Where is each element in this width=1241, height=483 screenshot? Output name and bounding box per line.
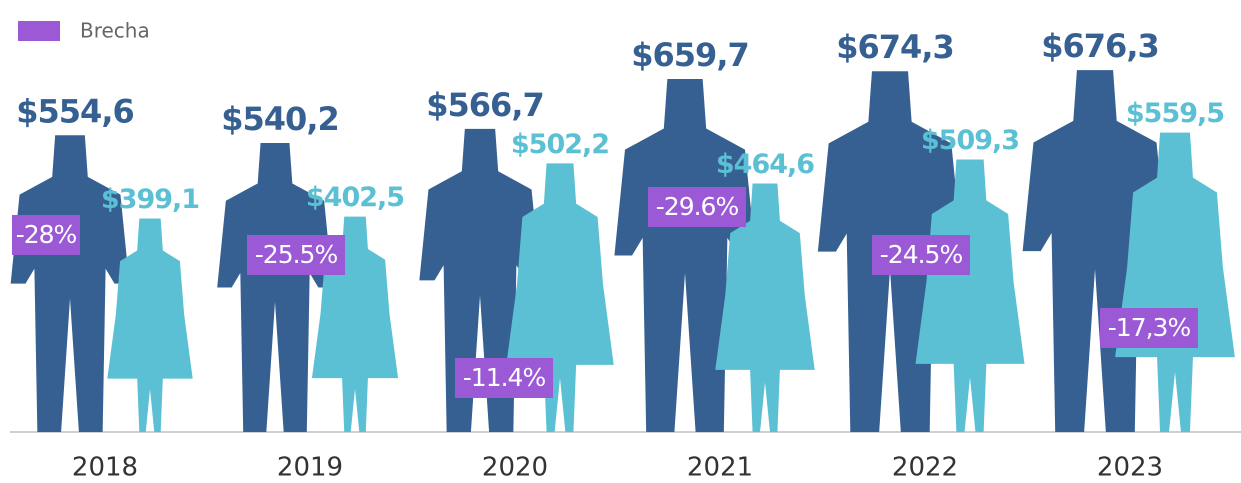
value-label: $402,5 (306, 182, 404, 213)
gap-label: -24.5% (880, 240, 963, 269)
legend-label: Brecha (80, 19, 150, 43)
value-label: $559,5 (1126, 98, 1224, 129)
value-label: $676,3 (1041, 27, 1158, 65)
man-figure (11, 135, 130, 432)
gap-label: -28% (16, 220, 77, 249)
value-label: $502,2 (511, 129, 609, 160)
x-tick-label: 2021 (687, 453, 753, 483)
gap-label: -17,3% (1108, 313, 1191, 342)
value-label: $464,6 (716, 149, 814, 180)
value-label: $659,7 (631, 36, 748, 74)
value-label: $399,1 (101, 184, 199, 215)
value-label: $566,7 (426, 86, 543, 124)
gap-label: -11.4% (463, 363, 546, 392)
gap-label: -29.6% (656, 192, 739, 221)
value-label: $554,6 (16, 92, 133, 130)
x-tick-label: 2018 (72, 453, 138, 483)
x-tick-label: 2020 (482, 453, 548, 483)
chart: Brecha 2018 $554,6 $399,1 -28% 2019 $540,2 $402… (0, 0, 1241, 483)
x-tick-label: 2022 (892, 453, 958, 483)
x-tick-label: 2019 (277, 453, 343, 483)
gap-label: -25.5% (255, 240, 338, 269)
x-tick-label: 2023 (1097, 453, 1163, 483)
value-label: $674,3 (836, 28, 953, 66)
value-label: $509,3 (921, 125, 1019, 156)
value-label: $540,2 (221, 100, 338, 138)
legend-swatch (18, 21, 60, 41)
